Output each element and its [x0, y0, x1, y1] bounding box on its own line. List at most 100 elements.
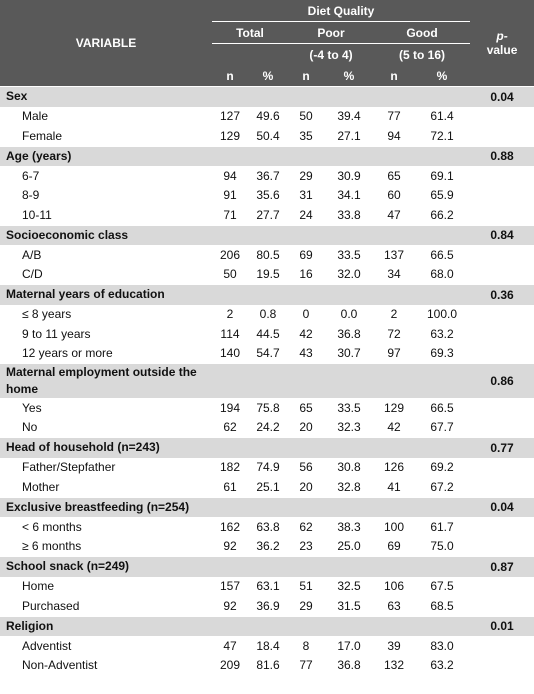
cell-value: 129: [383, 400, 405, 415]
cell-value: 24.2: [256, 420, 280, 435]
cell-value: 16: [299, 267, 313, 282]
group-range: (5 to 16): [374, 43, 471, 65]
cell-value: 29: [299, 598, 313, 613]
empty-cell: [470, 656, 534, 676]
cell-value: 35: [299, 128, 313, 143]
cell-value: 17.0: [337, 638, 361, 653]
cell-value: 20: [299, 479, 313, 494]
empty-cell: [470, 305, 534, 325]
section-fill: [212, 224, 471, 245]
group-name: Good: [374, 21, 471, 44]
cell-value: 72.1: [430, 128, 454, 143]
row-label: Male: [22, 109, 49, 124]
empty-cell: [470, 107, 534, 127]
empty-cell: [470, 517, 534, 537]
cell-value: 69: [299, 247, 313, 262]
subcolumn: %: [414, 65, 471, 87]
cell-value: 24: [299, 207, 313, 222]
cell-value: 63.8: [256, 519, 280, 534]
cell-value: 67.7: [430, 420, 454, 435]
cell-value: 32.8: [337, 479, 361, 494]
data-row: < 6 months 162 63.8 62 38.3 100 61.7: [0, 517, 534, 537]
p-suffix: value: [486, 43, 518, 57]
cell-value: 32.0: [337, 267, 361, 282]
empty-cell: [470, 205, 534, 225]
data-row: 6-7 94 36.7 29 30.9 65 69.1: [0, 166, 534, 186]
cell-value: 2: [390, 307, 398, 322]
row-label: A/B: [22, 247, 42, 262]
section-fill: [212, 437, 471, 458]
cell-value: 43: [299, 346, 313, 361]
cell-value: 0.0: [340, 307, 358, 322]
subcolumn: %: [248, 65, 288, 87]
cell-value: 69.3: [430, 346, 454, 361]
cell-value: 34.1: [337, 188, 361, 203]
cell-value: 69.1: [430, 168, 454, 183]
cell-value: 63: [387, 598, 401, 613]
cell-value: 47: [223, 638, 237, 653]
cell-value: 61.7: [430, 519, 454, 534]
section-title: School snack (n=249): [0, 556, 212, 577]
cell-value: 66.2: [430, 207, 454, 222]
cell-value: 81.6: [256, 658, 280, 673]
cell-value: 75.8: [256, 400, 280, 415]
cell-value: 74.9: [256, 460, 280, 475]
cell-value: 42: [387, 420, 401, 435]
cell-value: 0.8: [259, 307, 277, 322]
empty-cell: [470, 458, 534, 478]
p-value: 0.01: [470, 615, 534, 636]
section-row: School snack (n=249) 0.87: [0, 556, 534, 577]
cell-value: 63.1: [256, 579, 280, 594]
cell-value: 60: [387, 188, 401, 203]
variable-header: VARIABLE: [0, 0, 212, 87]
cell-value: 63.2: [430, 326, 454, 341]
cell-value: 157: [219, 579, 241, 594]
cell-value: 49.6: [256, 109, 280, 124]
row-label: < 6 months: [22, 519, 82, 534]
group-name: Total: [212, 21, 288, 44]
cell-value: 33.8: [337, 207, 361, 222]
row-label: 8-9: [22, 188, 40, 203]
group-range: (-4 to 4): [288, 43, 374, 65]
cell-value: 61.4: [430, 109, 454, 124]
data-row: 9 to 11 years 114 44.5 42 36.8 72 63.2: [0, 324, 534, 344]
empty-cell: [470, 126, 534, 146]
section-title: Religion: [0, 615, 212, 636]
empty-cell: [470, 344, 534, 364]
cell-value: 206: [219, 247, 241, 262]
data-row: Adventist 47 18.4 8 17.0 39 83.0: [0, 636, 534, 656]
diet-table: VARIABLE Diet Quality p-value Total Poor…: [0, 0, 534, 676]
p-value: 0.04: [470, 496, 534, 517]
cell-value: 18.4: [256, 638, 280, 653]
blank: [212, 43, 288, 65]
empty-cell: [470, 577, 534, 597]
row-label: Mother: [22, 479, 60, 494]
subcolumn: %: [324, 65, 374, 87]
p-prefix: p-: [496, 29, 508, 43]
cell-value: 77: [387, 109, 401, 124]
section-row: Sex 0.04: [0, 86, 534, 107]
row-label: 12 years or more: [22, 346, 113, 361]
p-value-header: p-value: [470, 0, 534, 87]
cell-value: 92: [223, 598, 237, 613]
cell-value: 62: [223, 420, 237, 435]
section-row: Maternal years of education 0.36: [0, 284, 534, 305]
empty-cell: [470, 636, 534, 656]
row-label: 10-11: [22, 207, 52, 222]
empty-cell: [470, 418, 534, 438]
data-row: No 62 24.2 20 32.3 42 67.7: [0, 418, 534, 438]
empty-cell: [470, 477, 534, 497]
cell-value: 106: [383, 579, 405, 594]
cell-value: 62: [299, 519, 313, 534]
cell-value: 129: [219, 128, 241, 143]
section-row: Age (years) 0.88: [0, 145, 534, 166]
cell-value: 67.2: [430, 479, 454, 494]
cell-value: 50.4: [256, 128, 280, 143]
row-label: No: [22, 420, 38, 435]
data-row: Non-Adventist 209 81.6 77 36.8 132 63.2: [0, 656, 534, 676]
cell-value: 65.9: [430, 188, 454, 203]
cell-value: 36.8: [337, 658, 361, 673]
p-value: 0.36: [470, 284, 534, 305]
cell-value: 50: [299, 109, 313, 124]
empty-cell: [470, 324, 534, 344]
